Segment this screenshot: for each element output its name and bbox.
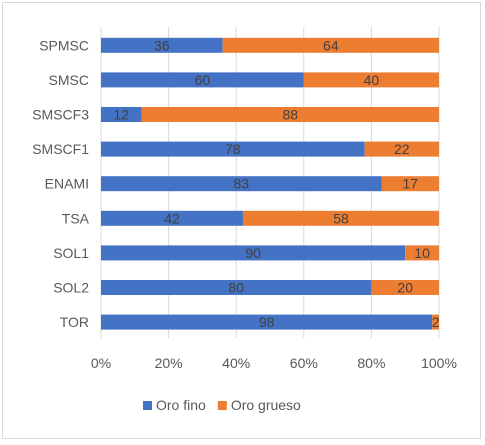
bar-oro-grueso [222, 37, 439, 53]
bar-oro-grueso [381, 176, 439, 192]
x-tick-label: 40% [222, 355, 250, 371]
legend-label: Oro grueso [231, 397, 301, 413]
bar-oro-grueso [242, 210, 439, 226]
bar-oro-grueso [405, 245, 439, 261]
category-label: SOL2 [53, 280, 89, 296]
data-label: 78 [225, 141, 241, 157]
bar-oro-fino [101, 107, 142, 122]
data-label: 36 [154, 37, 170, 53]
category-label: TOR [60, 314, 89, 330]
x-tick-label: 100% [421, 355, 457, 371]
data-label: 17 [402, 176, 418, 192]
data-label: 90 [245, 245, 261, 261]
data-label: 40 [364, 72, 380, 88]
bar-oro-grueso [432, 314, 439, 330]
data-label: 20 [397, 280, 413, 296]
stacked-bar-chart: 36 64 60 40 12 88 78 22 83 17 42 58 90 10 80 20 98 2 SPMS… [32, 27, 457, 413]
bar-oro-fino [101, 314, 433, 330]
data-label: 58 [333, 210, 349, 226]
category-label: SMSCF3 [32, 107, 89, 123]
legend-label: Oro fino [156, 397, 206, 413]
bar-oro-fino [101, 72, 304, 88]
x-tick-label: 60% [290, 355, 318, 371]
bar-oro-grueso [303, 72, 439, 88]
data-label: 80 [228, 280, 244, 296]
data-label: 60 [195, 72, 211, 88]
category-label: TSA [62, 210, 90, 226]
data-label: 42 [164, 210, 180, 226]
category-label: ENAMI [45, 176, 89, 192]
bar-oro-fino [101, 141, 365, 157]
bar-oro-fino [101, 280, 372, 295]
data-label: 64 [323, 37, 339, 53]
bar-oro-grueso [371, 280, 439, 295]
bar-oro-grueso [364, 141, 439, 157]
data-label: 10 [414, 245, 430, 261]
category-axis: SPMSC SMSC SMSCF3 SMSCF1 ENAMI TSA SOL1 SOL2 TOR [32, 37, 89, 330]
value-axis: 0% 20% 40% 60% 80% 100% [91, 355, 457, 371]
category-label: SPMSC [39, 37, 89, 53]
bar-oro-grueso [141, 107, 439, 122]
legend-swatch [217, 401, 227, 410]
x-tick-label: 20% [155, 355, 183, 371]
data-label: 88 [282, 107, 298, 123]
x-tick-label: 0% [91, 355, 111, 371]
bar-oro-fino [101, 176, 382, 192]
legend: Oro fino Oro grueso [143, 397, 301, 413]
bar-oro-fino [101, 245, 406, 261]
data-labels: 36 64 60 40 12 88 78 22 83 17 42 58 90 10 80 20 98 2 [113, 37, 439, 330]
data-label: 98 [259, 314, 275, 330]
bars [101, 37, 439, 330]
data-label: 12 [113, 107, 129, 123]
category-label: SOL1 [53, 245, 89, 261]
data-label: 2 [432, 314, 440, 330]
data-label: 22 [394, 141, 410, 157]
category-label: SMSC [49, 72, 89, 88]
legend-swatch [143, 401, 152, 410]
bar-oro-fino [101, 210, 243, 226]
x-tick-label: 80% [357, 355, 385, 371]
data-label: 83 [233, 176, 249, 192]
category-label: SMSCF1 [32, 141, 89, 157]
chart-frame: 36 64 60 40 12 88 78 22 83 17 42 58 90 10 80 20 98 2 SPMS… [2, 2, 481, 439]
bar-oro-fino [101, 37, 223, 53]
